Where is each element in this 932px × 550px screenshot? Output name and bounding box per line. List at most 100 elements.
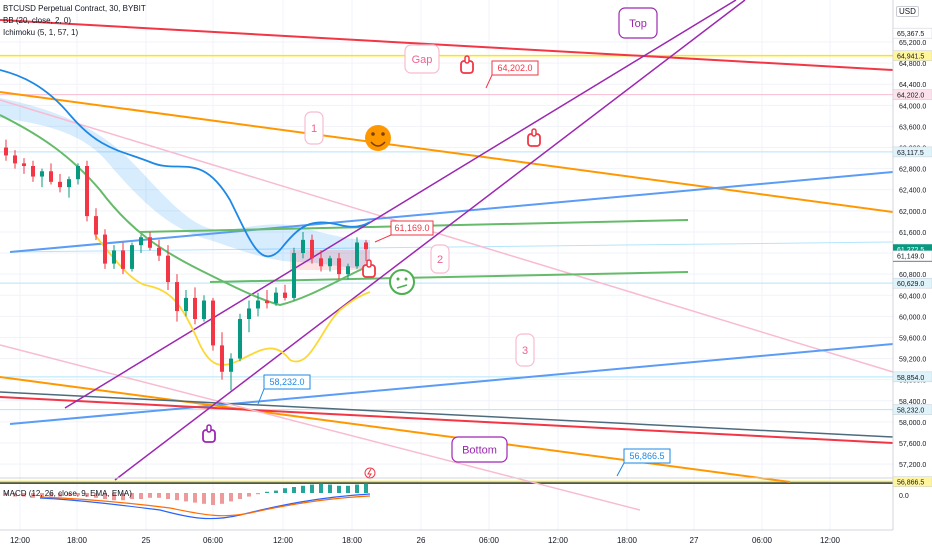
price-label-box: [892, 404, 932, 415]
time-axis: 12:00 18:00 25 06:00 12:00 18:00 26 06:00 12:00 1…: [0, 529, 893, 545]
candle-body: [139, 237, 143, 246]
x-tick-label: 06:00: [479, 536, 500, 545]
macd-bar: [238, 493, 242, 499]
candle-body: [292, 253, 296, 298]
candle-body: [337, 258, 341, 275]
macd-bar: [157, 493, 161, 498]
macd-bar: [220, 493, 224, 504]
y-tick-label: 61,600.0: [899, 230, 926, 237]
candle-body: [328, 258, 332, 267]
candle-body: [76, 165, 80, 180]
callout-mid-pointer: [374, 234, 392, 243]
candle-body: [112, 250, 116, 264]
top-note-text: Top: [629, 18, 647, 30]
macd-bar: [283, 488, 287, 493]
annotations: Gap Top Bottom 1 2 3 64,202.0 61,169.0 58,232.0 5…: [202, 7, 671, 479]
macd-bar: [85, 493, 89, 497]
cloud-area: [0, 98, 370, 269]
wave1-note-text: 1: [311, 123, 317, 135]
wave3-note-text: 3: [522, 345, 528, 357]
macd-bar: [76, 493, 80, 496]
candle-body: [346, 266, 350, 275]
candle-body: [319, 258, 323, 267]
macd-bar: [256, 493, 260, 495]
macd-bar: [4, 493, 8, 496]
macd-bar: [202, 493, 206, 504]
ichimoku-legend[interactable]: Ichimoku (5, 1, 57, 1): [3, 28, 79, 37]
hand-pointer-icon-finger: [206, 424, 212, 433]
trend-line: [9, 171, 894, 253]
macd-bar: [139, 493, 143, 499]
macd-bar: [346, 485, 350, 493]
candlestick-series: [4, 139, 368, 391]
wave1-note-box: [304, 111, 324, 145]
candle-body: [220, 345, 224, 372]
callout-bottom-box: [623, 448, 671, 464]
candle-body: [274, 292, 278, 304]
candle-body: [256, 300, 260, 309]
price-label-text: 64,941.5: [897, 54, 924, 61]
macd-legend[interactable]: MACD (12, 26, close, 9, EMA, EMA): [3, 489, 132, 498]
candle-body: [49, 171, 53, 182]
y-tick-label: 60,000.0: [899, 314, 926, 321]
gap-note-text: Gap: [412, 54, 433, 66]
candle-body: [238, 319, 242, 359]
callout-bottom-text: 56,866.5: [629, 451, 664, 461]
trend-line: [0, 99, 894, 373]
macd-bar: [13, 493, 17, 497]
macd-bar: [292, 487, 296, 493]
signal-line: [39, 495, 371, 517]
bb-legend[interactable]: BB (20, close, 2, 0): [3, 16, 72, 25]
candle-body: [301, 239, 305, 254]
candle-body: [283, 292, 287, 298]
price-label-text: 60,629.0: [897, 281, 924, 288]
macd-bar: [319, 483, 323, 493]
price-label-box: [892, 277, 932, 289]
bottom-note-box: [451, 436, 508, 463]
trend-line: [0, 19, 894, 71]
wave2-note-text: 2: [437, 254, 443, 266]
candle-body: [193, 297, 197, 320]
candle-body: [40, 171, 44, 177]
candle-body: [310, 239, 314, 259]
trend-line: [64, 0, 737, 409]
candle-body: [4, 147, 8, 156]
y-tick-label: 57,600.0: [899, 441, 926, 448]
candle-body: [229, 358, 233, 372]
macd-bar: [310, 484, 314, 493]
candle-body: [148, 237, 152, 248]
callout-mid-box: [390, 220, 434, 236]
symbol-title[interactable]: BTCUSD Perpetual Contract, 30, BYBIT: [3, 4, 146, 13]
y-tick-label: 58,000.0: [899, 420, 926, 427]
candle-body: [166, 255, 170, 283]
y-tick-label: 60,400.0: [899, 293, 926, 300]
x-tick-label: 25: [142, 536, 151, 545]
y-tick-label: 65,200.0: [899, 40, 926, 47]
callout-low-text: 58,232.0: [269, 377, 304, 387]
trend-line: [0, 344, 641, 511]
x-tick-label: 06:00: [203, 536, 224, 545]
x-tick-label: 12:00: [10, 536, 31, 545]
macd-pane: [0, 477, 893, 520]
macd-bar: [103, 493, 107, 499]
x-tick-label: 12:00: [820, 536, 841, 545]
macd-bar: [22, 493, 26, 497]
candle-body: [184, 297, 188, 312]
x-tick-label: 12:00: [273, 536, 294, 545]
candle-body: [103, 234, 107, 264]
trend-line: [0, 391, 894, 438]
candle-body: [13, 155, 17, 164]
y-tick-label: 62,000.0: [899, 209, 926, 216]
price-label-text: 65,367.5: [897, 31, 924, 38]
price-label-box: [892, 250, 932, 261]
callout-low-pointer: [257, 388, 265, 405]
trend-lines: [0, 0, 894, 511]
y-tick-label: 62,400.0: [899, 188, 926, 195]
currency-label[interactable]: USD: [896, 6, 919, 17]
price-label-text: 64,202.0: [897, 93, 924, 100]
y-tick-label: 59,600.0: [899, 335, 926, 342]
macd-bar: [130, 493, 134, 499]
candle-body: [121, 250, 125, 269]
macd-bar: [193, 493, 197, 503]
